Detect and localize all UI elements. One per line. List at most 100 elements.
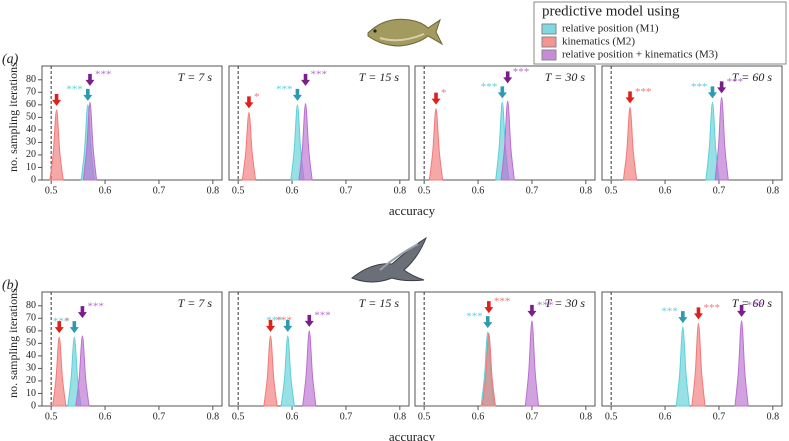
panel-frame bbox=[228, 291, 410, 407]
density-curve bbox=[52, 336, 67, 407]
density-curve bbox=[675, 326, 690, 407]
fish-illustration bbox=[367, 18, 444, 47]
density-curve bbox=[241, 111, 256, 181]
x-tick-label: 0.6 bbox=[659, 185, 672, 196]
significance-label: *** bbox=[481, 81, 498, 93]
x-tick-label: 0.5 bbox=[232, 185, 245, 196]
y-tick-label: 20 bbox=[26, 375, 36, 386]
x-tick-label: 0.5 bbox=[45, 185, 58, 196]
x-tick-label: 0.7 bbox=[340, 411, 353, 422]
panel-frame bbox=[601, 291, 783, 407]
significance-label: *** bbox=[311, 68, 328, 80]
density-curve bbox=[302, 330, 317, 407]
panel-annotation: T = 7 s bbox=[178, 70, 213, 84]
panel-frame bbox=[414, 291, 596, 407]
x-tick-label: 0.8 bbox=[394, 185, 407, 196]
significance-arrow bbox=[54, 321, 64, 334]
x-tick-label: 0.5 bbox=[45, 411, 58, 422]
significance-arrow bbox=[52, 93, 62, 106]
significance-label: *** bbox=[95, 68, 112, 80]
significance-arrow bbox=[265, 319, 275, 332]
significance-arrow bbox=[83, 88, 93, 101]
significance-arrow bbox=[77, 306, 87, 319]
x-tick-label: 0.6 bbox=[286, 185, 299, 196]
density-curve bbox=[429, 108, 443, 181]
significance-label: *** bbox=[53, 316, 70, 328]
significance-label: *** bbox=[727, 76, 744, 88]
legend-label: kinematics (M2) bbox=[562, 36, 635, 48]
significance-arrow bbox=[503, 71, 513, 84]
legend-swatch bbox=[541, 23, 557, 35]
significance-label: *** bbox=[494, 296, 511, 308]
y-tick-label: 30 bbox=[26, 137, 36, 148]
significance-label: * bbox=[64, 316, 70, 328]
x-tick-label: 0.7 bbox=[153, 411, 166, 422]
significance-arrow bbox=[244, 96, 254, 109]
x-tick-label: 0.8 bbox=[767, 185, 780, 196]
significance-label: *** bbox=[703, 302, 720, 314]
significance-arrow bbox=[717, 81, 727, 94]
significance-arrow bbox=[737, 304, 747, 317]
x-tick-label: 0.7 bbox=[713, 185, 726, 196]
x-tick-label: 0.5 bbox=[418, 185, 431, 196]
x-axis-title: accuracy bbox=[389, 429, 436, 441]
panel-annotation: T = 15 s bbox=[359, 296, 400, 310]
x-tick-label: 0.5 bbox=[605, 411, 618, 422]
significance-arrow bbox=[483, 316, 493, 329]
significance-arrow bbox=[527, 304, 537, 317]
x-tick-label: 0.7 bbox=[526, 185, 539, 196]
x-tick-label: 0.6 bbox=[286, 411, 299, 422]
x-tick-label: 0.7 bbox=[526, 411, 539, 422]
significance-label: *** bbox=[747, 299, 764, 311]
x-tick-label: 0.7 bbox=[340, 185, 353, 196]
significance-arrow bbox=[304, 314, 314, 327]
x-tick-label: 0.8 bbox=[580, 411, 593, 422]
panel-annotation: T = 60 s bbox=[732, 70, 773, 84]
y-tick-label: 60 bbox=[26, 325, 36, 336]
significance-arrow bbox=[484, 301, 494, 314]
significance-arrow bbox=[292, 88, 302, 101]
x-tick-label: 0.6 bbox=[99, 185, 112, 196]
panel-annotation: T = 7 s bbox=[178, 296, 213, 310]
density-curve bbox=[75, 335, 90, 407]
x-tick-label: 0.5 bbox=[605, 185, 618, 196]
x-tick-label: 0.6 bbox=[659, 411, 672, 422]
x-tick-label: 0.6 bbox=[99, 411, 112, 422]
significance-label: *** bbox=[661, 306, 678, 318]
panel-frame bbox=[41, 65, 223, 181]
y-tick-label: 20 bbox=[26, 149, 36, 160]
density-curve bbox=[734, 320, 749, 407]
panel-frame bbox=[41, 291, 223, 407]
x-tick-label: 0.6 bbox=[472, 185, 485, 196]
x-tick-label: 0.5 bbox=[232, 411, 245, 422]
density-curve bbox=[481, 332, 496, 407]
y-tick-label: 80 bbox=[26, 300, 36, 311]
density-curve bbox=[691, 322, 706, 407]
y-axis-title: no. sampling iterations bbox=[6, 288, 20, 398]
x-tick-label: 0.8 bbox=[207, 185, 220, 196]
significance-arrow bbox=[301, 73, 311, 86]
panel-annotation: T = 30 s bbox=[545, 296, 586, 310]
legend-swatch bbox=[541, 49, 557, 61]
significance-label: *** bbox=[691, 81, 708, 93]
significance-arrow bbox=[693, 307, 703, 320]
density-curve bbox=[714, 96, 729, 181]
y-tick-label: 60 bbox=[26, 99, 36, 110]
significance-label: *** bbox=[466, 311, 483, 323]
significance-arrow bbox=[678, 311, 688, 324]
significance-label: *** bbox=[87, 301, 104, 313]
significance-label: * bbox=[441, 87, 447, 99]
panel-annotation: T = 30 s bbox=[545, 70, 586, 84]
significance-arrow bbox=[625, 91, 635, 104]
significance-arrow bbox=[283, 319, 293, 332]
significance-label: *** bbox=[276, 83, 293, 95]
significance-label: *** bbox=[66, 83, 83, 95]
panel-label: (b) bbox=[2, 278, 19, 293]
y-tick-label: 10 bbox=[26, 162, 36, 173]
significance-arrow bbox=[69, 321, 79, 334]
significance-label: *** bbox=[635, 86, 652, 98]
panel-annotation: T = 15 s bbox=[359, 70, 400, 84]
panel-label: (a) bbox=[2, 52, 19, 67]
density-curve bbox=[263, 335, 278, 407]
